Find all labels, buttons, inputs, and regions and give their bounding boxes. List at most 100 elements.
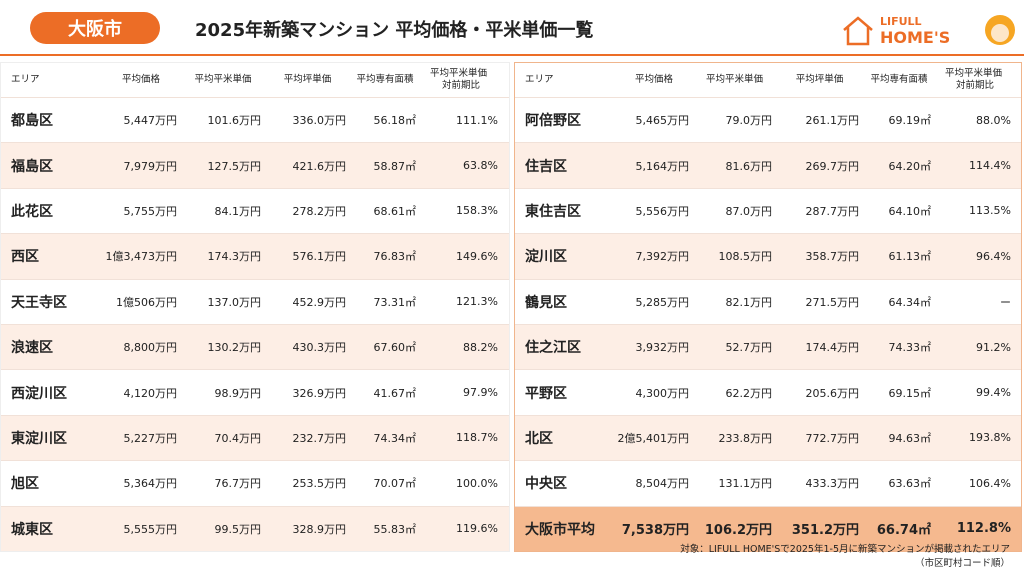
header-cell: 平均坪単価 (283, 74, 332, 85)
value-cell: 97.9% (463, 386, 498, 400)
area-cell: 東淀川区 (11, 430, 67, 447)
data-row: 中央区 8,504万円 131.1万円 433.3万円 63.63㎡ 106.4% (515, 460, 1021, 505)
value-cell: 113.5% (969, 204, 1011, 218)
value-cell: 41.67㎡ (373, 386, 417, 400)
value-cell: 66.74㎡ (876, 523, 931, 539)
value-cell: 269.7万円 (805, 159, 860, 173)
value-cell: 5,755万円 (123, 204, 178, 218)
value-cell: 87.0万円 (725, 204, 773, 218)
value-cell: 64.20㎡ (888, 159, 932, 173)
value-cell: 253.5万円 (292, 477, 347, 491)
value-cell: 62.2万円 (725, 386, 773, 400)
left-table: エリア 平均価格 平均平米単価 平均坪単価 平均専有面積 平均平米単価 対前期比 都島区 5,4… (0, 62, 510, 552)
value-cell: 101.6万円 (207, 114, 262, 128)
data-row: 西区 1億3,473万円 174.3万円 576.1万円 76.83㎡ 149.6% (1, 233, 509, 279)
area-cell: 浪速区 (11, 340, 53, 357)
data-row: 平野区 4,300万円 62.2万円 205.6万円 69.15㎡ 99.4% (515, 369, 1021, 414)
header-cell: 平均平米単価 対前期比 (420, 68, 502, 92)
value-cell: 84.1万円 (214, 204, 262, 218)
value-cell: 5,555万円 (123, 522, 178, 536)
value-cell: 61.13㎡ (888, 250, 932, 264)
value-cell: 233.8万円 (718, 431, 773, 445)
header-cell: エリア (525, 74, 554, 85)
footnote: 対象：LIFULL HOME'Sで2025年1-5月に新築マンションが掲載された… (680, 543, 1010, 571)
data-row: 福島区 7,979万円 127.5万円 421.6万円 58.87㎡ 63.8% (1, 142, 509, 188)
value-cell: 158.3% (456, 204, 498, 218)
value-cell: 91.2% (976, 340, 1011, 354)
data-row: 阿倍野区 5,465万円 79.0万円 261.1万円 69.19㎡ 88.0% (515, 97, 1021, 142)
area-cell: 西区 (11, 249, 39, 266)
right-table: エリア 平均価格 平均平米単価 平均坪単価 平均専有面積 平均平米単価 対前期比 阿倍野区 5,… (514, 62, 1022, 552)
value-cell: 7,392万円 (635, 250, 690, 264)
area-cell: 城東区 (11, 521, 53, 538)
data-row: 淀川区 7,392万円 108.5万円 358.7万円 61.13㎡ 96.4% (515, 233, 1021, 279)
data-row: 浪速区 8,800万円 130.2万円 430.3万円 67.60㎡ 88.2% (1, 323, 509, 370)
value-cell: 106.4% (969, 476, 1011, 490)
area-cell: 天王寺区 (11, 294, 67, 311)
value-cell: 130.2万円 (207, 341, 262, 355)
value-cell: 81.6万円 (725, 159, 773, 173)
data-row: 東淀川区 5,227万円 70.4万円 232.7万円 74.34㎡ 118.7% (1, 414, 509, 461)
value-cell: 5,447万円 (123, 114, 178, 128)
value-cell: 74.34㎡ (373, 431, 417, 445)
data-row: 此花区 5,755万円 84.1万円 278.2万円 68.61㎡ 158.3% (1, 187, 509, 233)
value-cell: 58.87㎡ (373, 159, 417, 173)
value-cell: 118.7% (456, 431, 498, 445)
value-cell: 137.0万円 (207, 295, 262, 309)
value-cell: 69.19㎡ (888, 114, 932, 128)
header-cell: 平均平米単価 対前期比 (935, 68, 1015, 92)
value-cell: 5,227万円 (123, 431, 178, 445)
header-cell: 平均平米単価 (194, 74, 252, 85)
area-cell: 西淀川区 (11, 385, 67, 402)
value-cell: 52.7万円 (725, 341, 773, 355)
value-cell: 430.3万円 (292, 341, 347, 355)
data-row: 北区 2億5,401万円 233.8万円 772.7万円 94.63㎡ 193.8% (515, 414, 1021, 461)
value-cell: 278.2万円 (292, 204, 347, 218)
value-cell: 69.15㎡ (888, 386, 932, 400)
value-cell: 55.83㎡ (373, 522, 417, 536)
value-cell: 68.61㎡ (373, 204, 417, 218)
value-cell: 5,364万円 (123, 477, 178, 491)
value-cell: 326.9万円 (292, 386, 347, 400)
value-cell: 98.9万円 (214, 386, 262, 400)
value-cell: 1億506万円 (116, 295, 177, 309)
value-cell: 336.0万円 (292, 114, 347, 128)
area-cell: 鶴見区 (525, 294, 567, 311)
value-cell: 74.33㎡ (888, 341, 932, 355)
header-line: 平均平米単価 (430, 68, 488, 79)
average-row: 大阪市平均 7,538万円 106.2万円 351.2万円 66.74㎡ 112.8% (515, 505, 1021, 551)
value-cell: 5,465万円 (635, 114, 690, 128)
data-row: 住吉区 5,164万円 81.6万円 269.7万円 64.20㎡ 114.4% (515, 142, 1021, 188)
value-cell: 121.3% (456, 295, 498, 309)
value-cell: 8,800万円 (123, 341, 178, 355)
data-row: 鶴見区 5,285万円 82.1万円 271.5万円 64.34㎡ ー (515, 278, 1021, 324)
table-body: 阿倍野区 5,465万円 79.0万円 261.1万円 69.19㎡ 88.0% 住吉区 5,… (515, 97, 1021, 551)
value-cell: 70.4万円 (214, 431, 262, 445)
header-rule (0, 54, 1024, 56)
area-cell: 平野区 (525, 385, 567, 402)
header-line: 対前期比 (441, 80, 480, 91)
value-cell: 88.2% (463, 340, 498, 354)
header-cell: 平均価格 (634, 74, 673, 85)
logo-line2: HOME'S (880, 28, 950, 47)
data-row: 旭区 5,364万円 76.7万円 253.5万円 70.07㎡ 100.0% (1, 460, 509, 505)
header-cell: 平均専有面積 (870, 74, 928, 85)
value-cell: 358.7万円 (805, 250, 860, 264)
header-cell: 平均価格 (121, 74, 160, 85)
header-line: 対前期比 (955, 80, 994, 91)
value-cell: 64.10㎡ (888, 204, 932, 218)
value-cell: 149.6% (456, 249, 498, 263)
area-cell: 福島区 (11, 158, 53, 175)
value-cell: 94.63㎡ (888, 431, 932, 445)
value-cell: 8,504万円 (635, 477, 690, 491)
value-cell: 7,979万円 (123, 159, 178, 173)
footnote-line: 対象：LIFULL HOME'Sで2025年1-5月に新築マンションが掲載された… (680, 544, 1010, 555)
table-body: 都島区 5,447万円 101.6万円 336.0万円 56.18㎡ 111.1% 福島区 7… (1, 97, 509, 551)
value-cell: 4,120万円 (123, 386, 178, 400)
value-cell: 433.3万円 (805, 477, 860, 491)
value-cell: 271.5万円 (805, 295, 860, 309)
value-cell: 127.5万円 (207, 159, 262, 173)
data-row: 西淀川区 4,120万円 98.9万円 326.9万円 41.67㎡ 97.9% (1, 369, 509, 414)
area-cell: 大阪市平均 (525, 521, 595, 538)
